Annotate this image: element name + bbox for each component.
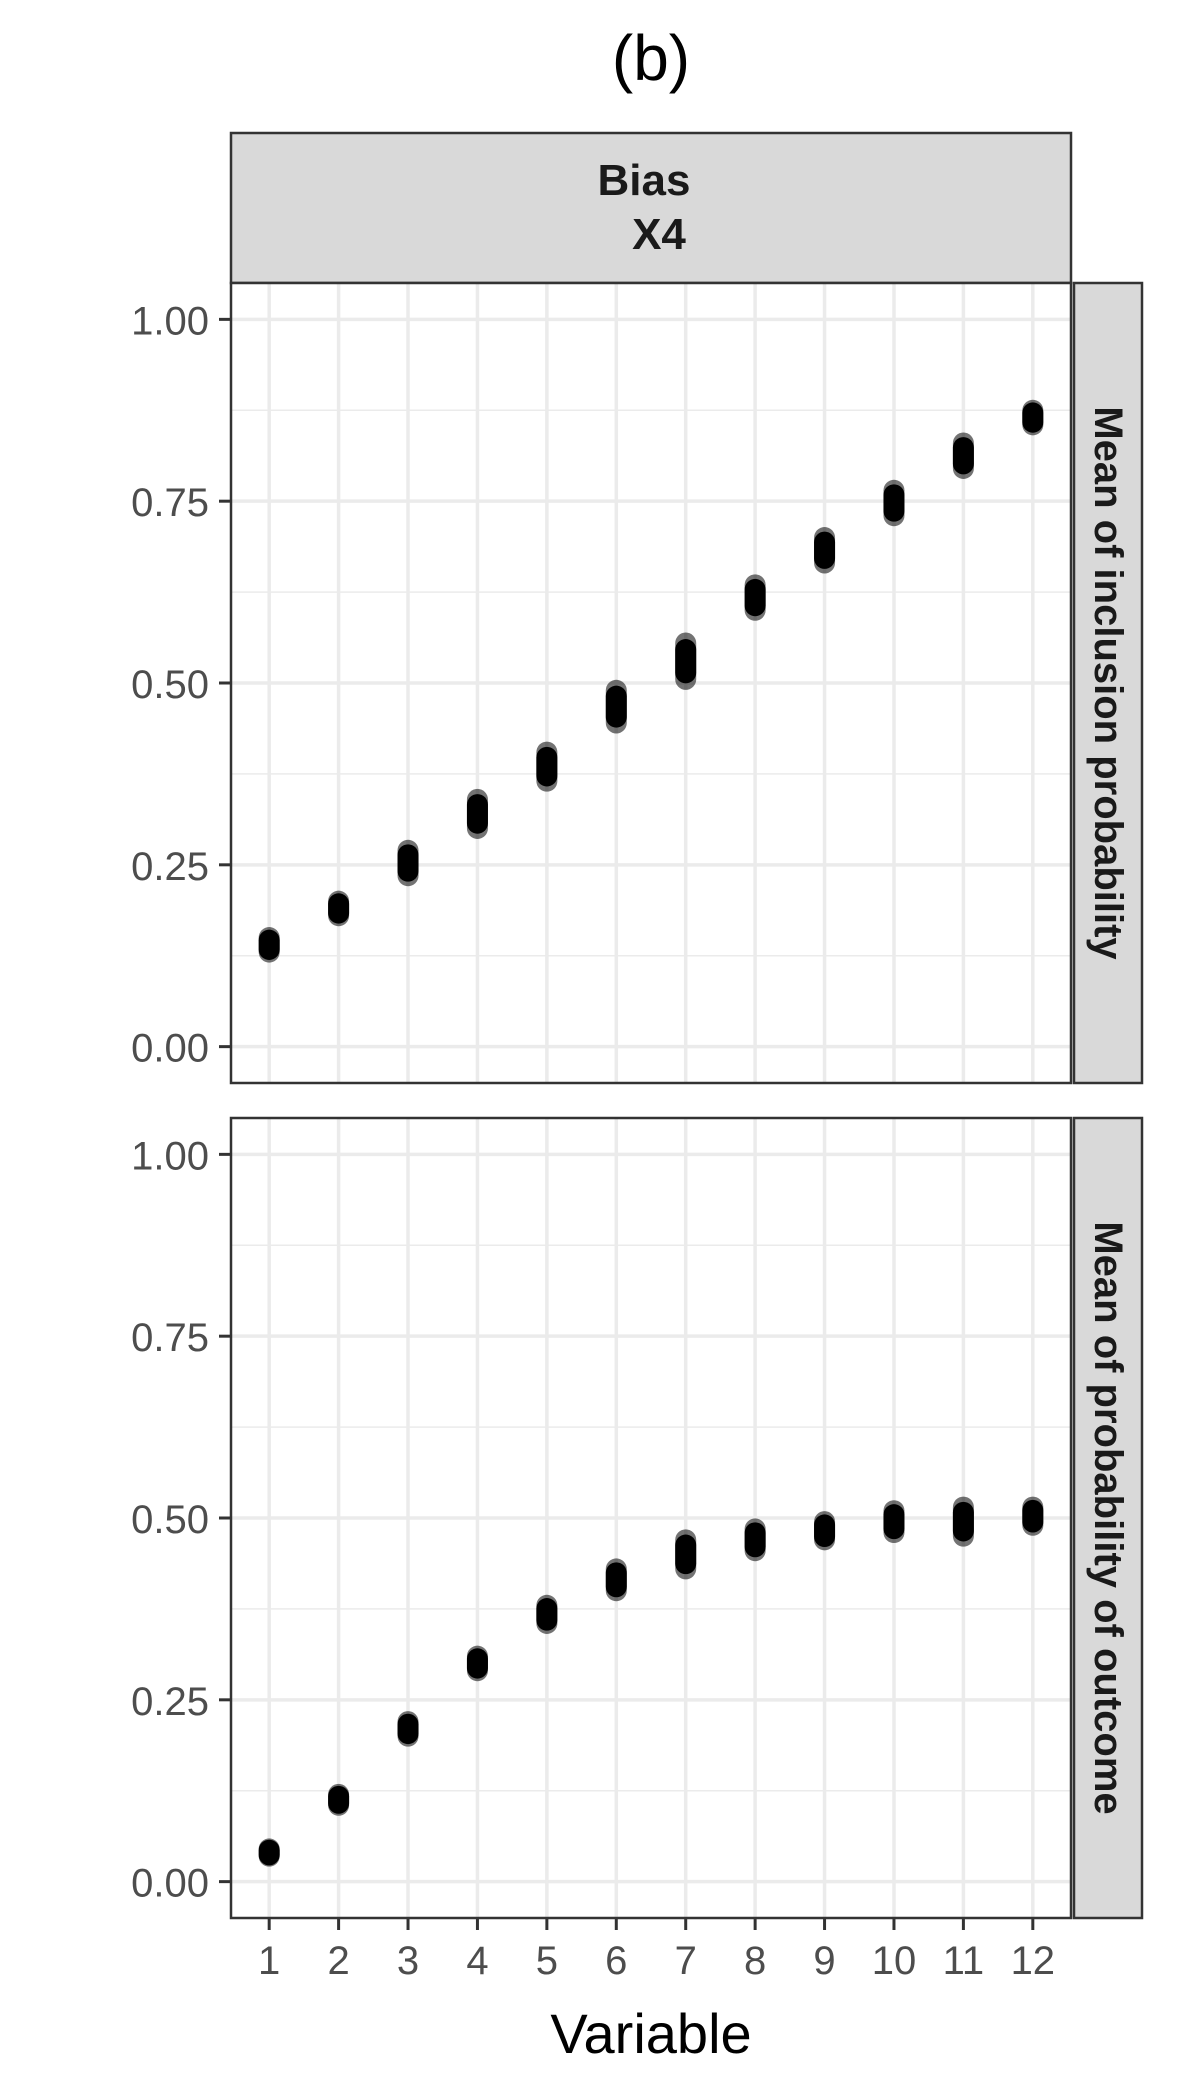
x-tick-label: 6 bbox=[605, 1939, 627, 1983]
column-strip-background bbox=[229, 131, 1073, 285]
facet-panels: 0.00 0.25 0.50 0.75 1.00 Mean of inclusion pr… bbox=[131, 281, 1144, 1920]
facet-panel-1: 0.00 0.25 0.50 0.75 1.00 Mean of inclusion pr… bbox=[131, 281, 1144, 1085]
y-tick-label: 0.00 bbox=[131, 1862, 209, 1906]
chart-title: (b) bbox=[612, 22, 690, 94]
x-axis-ticks: 1 2 3 4 5 6 7 8 9 10 11 12 bbox=[258, 1918, 1055, 1983]
y-tick-label: 0.50 bbox=[131, 663, 209, 707]
y-tick-label: 1.00 bbox=[131, 1134, 209, 1178]
column-strip-label-line1: Bias bbox=[598, 156, 691, 205]
x-tick-label: 4 bbox=[466, 1939, 488, 1983]
row-strip-label: Mean of probability of outcome bbox=[1086, 1221, 1130, 1814]
x-tick-label: 12 bbox=[1011, 1939, 1056, 1983]
y-tick-label: 0.50 bbox=[131, 1498, 209, 1542]
y-tick-label: 0.75 bbox=[131, 481, 209, 525]
row-strip-background bbox=[1072, 1116, 1144, 1920]
x-tick-label: 5 bbox=[536, 1939, 558, 1983]
row-strip-label: Mean of inclusion probability bbox=[1086, 406, 1130, 960]
y-tick-label: 0.00 bbox=[131, 1027, 209, 1071]
x-tick-label: 9 bbox=[813, 1939, 835, 1983]
y-tick-label: 0.75 bbox=[131, 1316, 209, 1360]
column-strip: Bias X4 bbox=[229, 131, 1073, 285]
x-tick-label: 8 bbox=[744, 1939, 766, 1983]
y-tick-label: 1.00 bbox=[131, 299, 209, 343]
x-tick-label: 1 bbox=[258, 1939, 280, 1983]
x-tick-label: 7 bbox=[675, 1939, 697, 1983]
x-tick-label: 2 bbox=[327, 1939, 349, 1983]
x-tick-label: 3 bbox=[397, 1939, 419, 1983]
y-tick-label: 0.25 bbox=[131, 845, 209, 889]
x-tick-label: 10 bbox=[872, 1939, 917, 1983]
row-strip-1: Mean of inclusion probability bbox=[1072, 281, 1144, 1085]
x-tick-label: 11 bbox=[943, 1939, 985, 1983]
y-tick-label: 0.25 bbox=[131, 1680, 209, 1724]
column-strip-label-line2: X4 bbox=[632, 210, 686, 259]
facet-panel-2: 0.00 0.25 0.50 0.75 1.00 Mean of probability … bbox=[131, 1116, 1144, 1920]
point-series bbox=[258, 399, 1044, 963]
point-series bbox=[258, 1496, 1044, 1867]
x-axis-label: Variable bbox=[550, 2002, 751, 2065]
row-strip-background bbox=[1072, 281, 1144, 1085]
row-strip-2: Mean of probability of outcome bbox=[1072, 1116, 1144, 1920]
